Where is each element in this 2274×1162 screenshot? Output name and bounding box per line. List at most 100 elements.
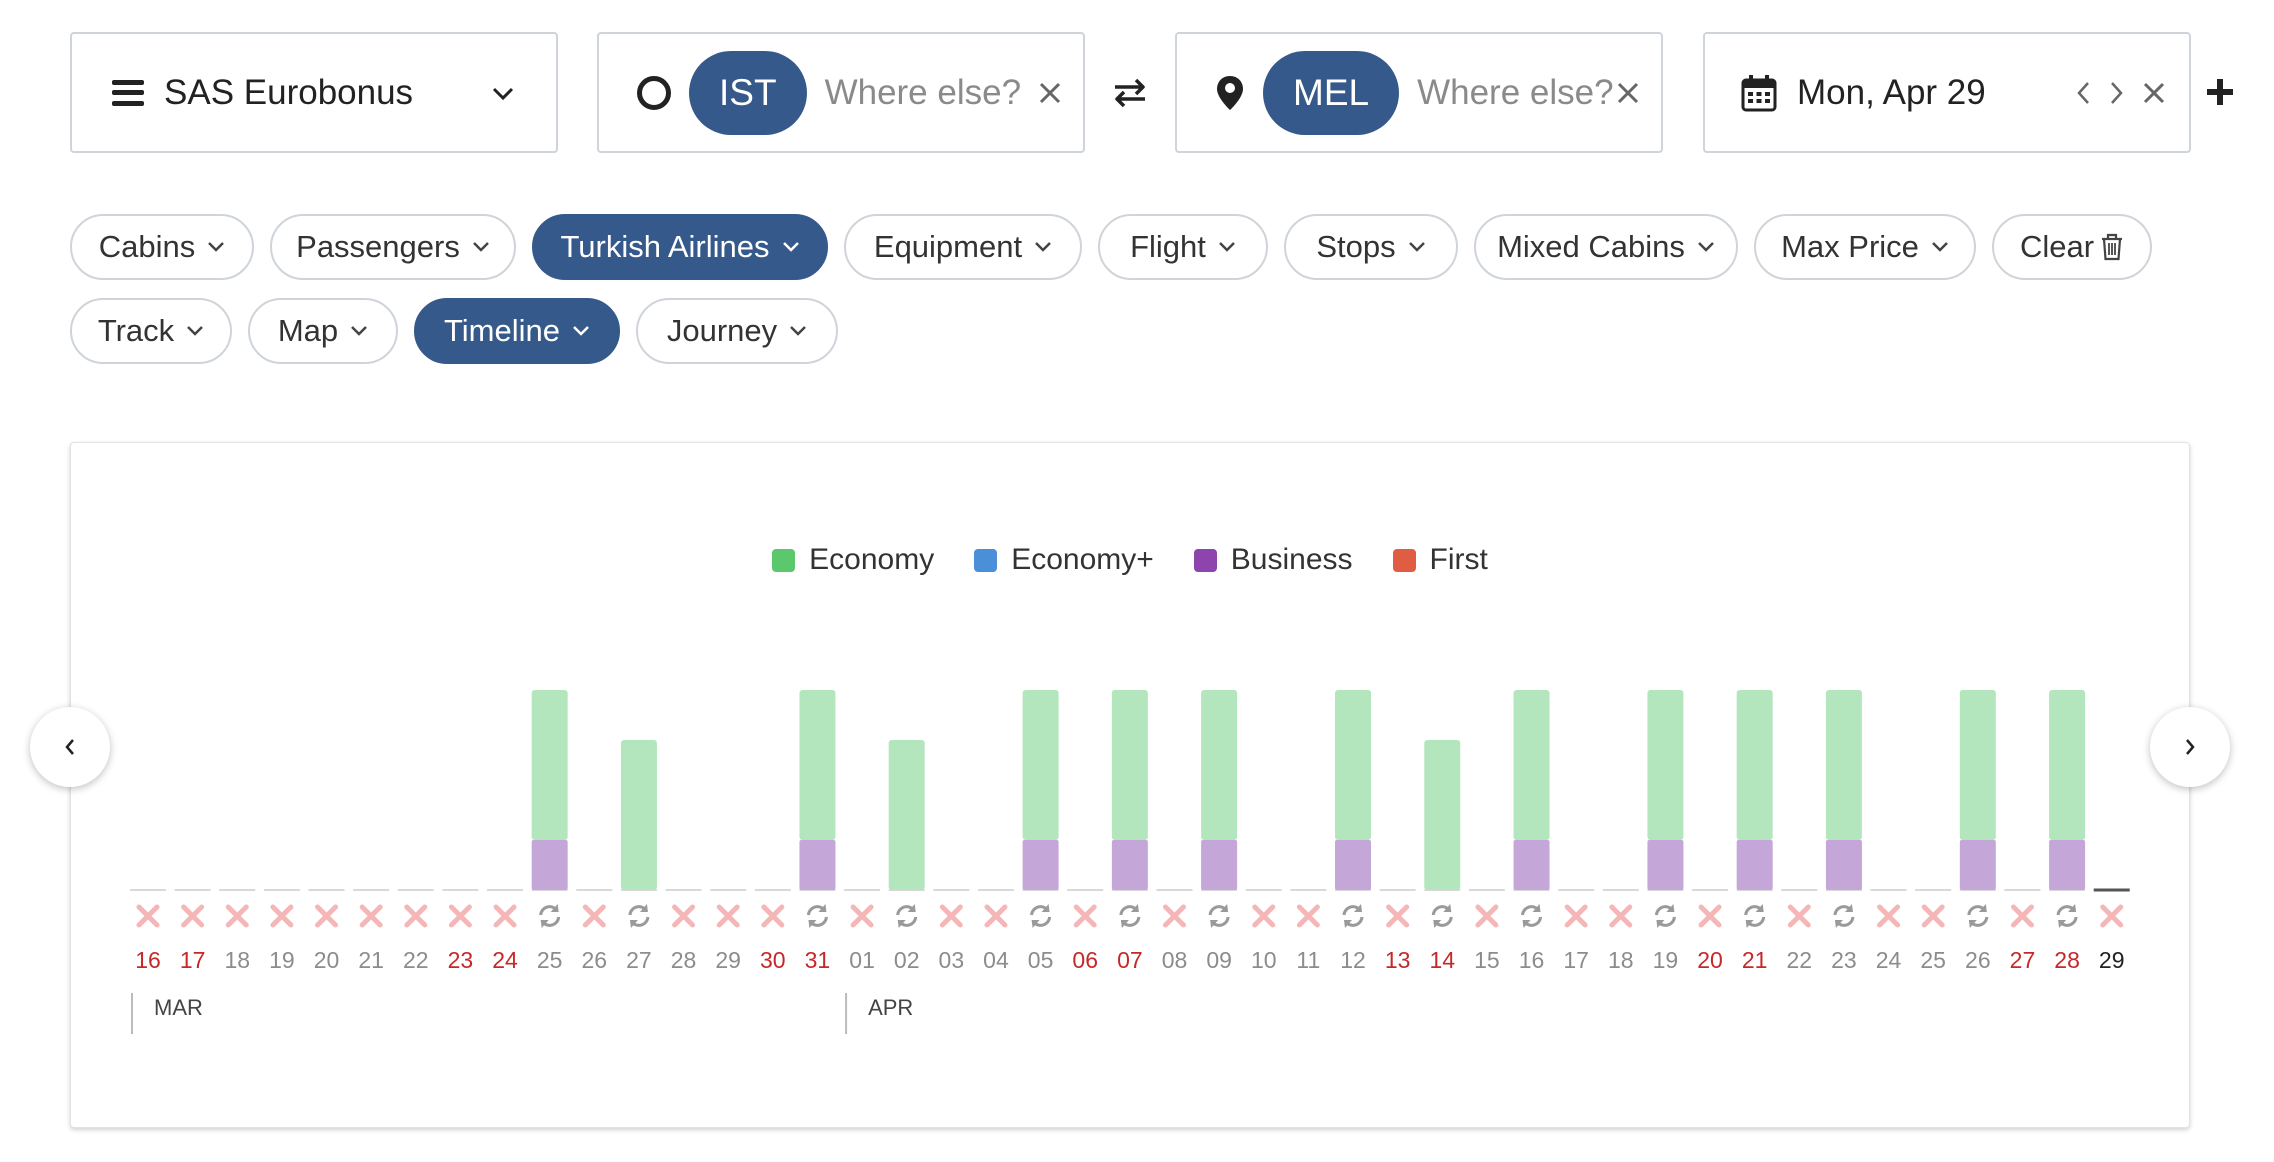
refresh-icon[interactable] bbox=[1208, 904, 1230, 928]
day-label[interactable]: 01 bbox=[849, 947, 875, 973]
refresh-icon[interactable] bbox=[1654, 904, 1676, 928]
legend-business[interactable]: Business bbox=[1193, 543, 1353, 577]
economy-bar[interactable] bbox=[1647, 690, 1684, 840]
business-bar[interactable] bbox=[799, 840, 836, 890]
day-label[interactable]: 22 bbox=[1787, 947, 1813, 973]
business-bar[interactable] bbox=[1111, 840, 1148, 890]
economy-bar[interactable] bbox=[1513, 690, 1550, 840]
day-label[interactable]: 07 bbox=[1117, 947, 1143, 973]
day-label[interactable]: 11 bbox=[1296, 947, 1320, 973]
economy-bar[interactable] bbox=[1825, 690, 1862, 840]
legend-first[interactable]: First bbox=[1392, 543, 1488, 577]
day-label[interactable]: 21 bbox=[358, 947, 384, 973]
refresh-icon[interactable] bbox=[2056, 904, 2078, 928]
day-label[interactable]: 16 bbox=[1519, 947, 1545, 973]
day-label[interactable]: 27 bbox=[626, 947, 652, 973]
day-label[interactable]: 24 bbox=[492, 947, 518, 973]
day-label[interactable]: 29 bbox=[715, 947, 741, 973]
refresh-icon[interactable] bbox=[1744, 904, 1766, 928]
filter-equipment[interactable]: Equipment bbox=[844, 214, 1082, 280]
program-select[interactable]: SAS Eurobonus bbox=[70, 32, 558, 153]
refresh-icon[interactable] bbox=[1119, 904, 1141, 928]
business-bar[interactable] bbox=[2049, 840, 2086, 890]
economy-bar[interactable] bbox=[888, 740, 925, 890]
business-bar[interactable] bbox=[1335, 840, 1372, 890]
economy-bar[interactable] bbox=[1201, 690, 1238, 840]
filter-cabins[interactable]: Cabins bbox=[70, 214, 254, 280]
refresh-icon[interactable] bbox=[1342, 904, 1364, 928]
economy-bar[interactable] bbox=[620, 740, 657, 890]
business-bar[interactable] bbox=[1201, 840, 1238, 890]
day-label[interactable]: 04 bbox=[983, 947, 1009, 973]
day-label[interactable]: 09 bbox=[1206, 947, 1232, 973]
timeline-next-button[interactable] bbox=[2150, 707, 2230, 787]
refresh-icon[interactable] bbox=[1833, 904, 1855, 928]
business-bar[interactable] bbox=[1736, 840, 1773, 890]
day-label[interactable]: 24 bbox=[1876, 947, 1902, 973]
day-label[interactable]: 03 bbox=[939, 947, 965, 973]
origin-field[interactable]: IST Where else? bbox=[597, 32, 1085, 153]
filter-max-price[interactable]: Max Price bbox=[1754, 214, 1976, 280]
previous-date-icon[interactable] bbox=[2073, 79, 2093, 107]
refresh-icon[interactable] bbox=[896, 904, 918, 928]
day-label[interactable]: 08 bbox=[1162, 947, 1188, 973]
filter-flight[interactable]: Flight bbox=[1098, 214, 1268, 280]
day-label[interactable]: 18 bbox=[224, 947, 250, 973]
business-bar[interactable] bbox=[1022, 840, 1059, 890]
day-label[interactable]: 20 bbox=[314, 947, 340, 973]
day-label[interactable]: 31 bbox=[805, 947, 831, 973]
legend-economy[interactable]: Economy bbox=[772, 543, 934, 577]
day-label[interactable]: 20 bbox=[1697, 947, 1723, 973]
day-label[interactable]: 05 bbox=[1028, 947, 1054, 973]
business-bar[interactable] bbox=[1959, 840, 1996, 890]
day-label[interactable]: 29 bbox=[2099, 947, 2125, 973]
economy-bar[interactable] bbox=[1424, 740, 1461, 890]
filter-track[interactable]: Track bbox=[70, 298, 232, 364]
economy-bar[interactable] bbox=[799, 690, 836, 840]
day-label[interactable]: 13 bbox=[1385, 947, 1411, 973]
day-label[interactable]: 26 bbox=[582, 947, 608, 973]
swap-icon[interactable] bbox=[1112, 76, 1148, 110]
filter-airline[interactable]: Turkish Airlines bbox=[532, 214, 828, 280]
business-bar[interactable] bbox=[1647, 840, 1684, 890]
economy-bar[interactable] bbox=[1111, 690, 1148, 840]
legend-economy-plus[interactable]: Economy+ bbox=[974, 543, 1154, 577]
clear-destination-icon[interactable] bbox=[1615, 80, 1641, 106]
day-label[interactable]: 16 bbox=[135, 947, 161, 973]
day-label[interactable]: 21 bbox=[1742, 947, 1768, 973]
destination-chip[interactable]: MEL bbox=[1263, 50, 1400, 135]
day-label[interactable]: 30 bbox=[760, 947, 786, 973]
filter-passengers[interactable]: Passengers bbox=[270, 214, 516, 280]
add-search-icon[interactable] bbox=[2204, 76, 2236, 108]
filter-mixed-cabins[interactable]: Mixed Cabins bbox=[1474, 214, 1738, 280]
business-bar[interactable] bbox=[1825, 840, 1862, 890]
refresh-icon[interactable] bbox=[1967, 904, 1989, 928]
day-label[interactable]: 15 bbox=[1474, 947, 1500, 973]
day-label[interactable]: 19 bbox=[1653, 947, 1679, 973]
refresh-icon[interactable] bbox=[539, 904, 561, 928]
refresh-icon[interactable] bbox=[628, 904, 650, 928]
destination-input[interactable]: Where else? bbox=[1417, 72, 1614, 112]
clear-origin-icon[interactable] bbox=[1037, 80, 1063, 106]
day-label[interactable]: 25 bbox=[537, 947, 563, 973]
refresh-icon[interactable] bbox=[1030, 904, 1052, 928]
day-label[interactable]: 12 bbox=[1340, 947, 1366, 973]
economy-bar[interactable] bbox=[2049, 690, 2086, 840]
filter-journey[interactable]: Journey bbox=[636, 298, 838, 364]
day-label[interactable]: 28 bbox=[2054, 947, 2080, 973]
economy-bar[interactable] bbox=[1959, 690, 1996, 840]
refresh-icon[interactable] bbox=[1521, 904, 1543, 928]
economy-bar[interactable] bbox=[531, 690, 568, 840]
day-label[interactable]: 14 bbox=[1429, 947, 1455, 973]
origin-chip[interactable]: IST bbox=[689, 50, 807, 135]
clear-date-icon[interactable] bbox=[2141, 80, 2167, 106]
day-label[interactable]: 23 bbox=[448, 947, 474, 973]
day-label[interactable]: 22 bbox=[403, 947, 429, 973]
day-label[interactable]: 19 bbox=[269, 947, 295, 973]
business-bar[interactable] bbox=[1513, 840, 1550, 890]
business-bar[interactable] bbox=[531, 840, 568, 890]
destination-field[interactable]: MEL Where else? bbox=[1175, 32, 1663, 153]
day-label[interactable]: 17 bbox=[1563, 947, 1589, 973]
day-label[interactable]: 17 bbox=[180, 947, 206, 973]
day-label[interactable]: 10 bbox=[1251, 947, 1277, 973]
